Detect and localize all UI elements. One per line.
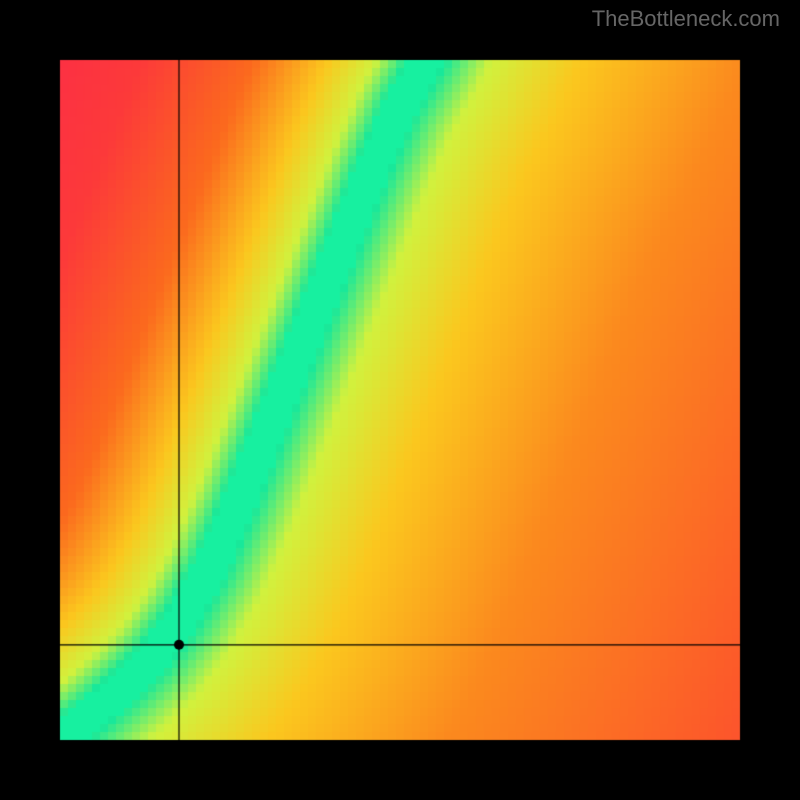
heatmap-canvas [0,0,800,800]
watermark-text: TheBottleneck.com [592,6,780,32]
